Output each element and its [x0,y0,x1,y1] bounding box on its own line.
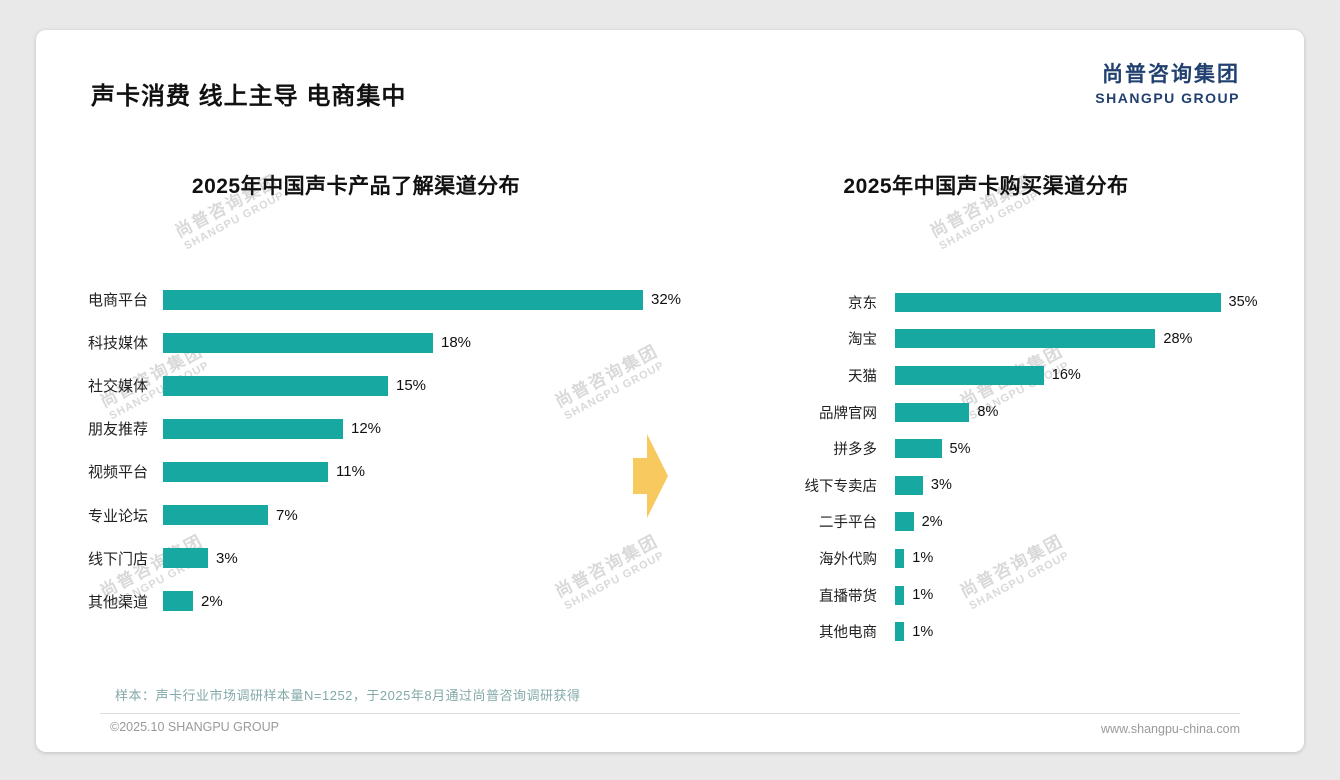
value-label: 5% [949,440,971,457]
category-label: 天猫 [848,368,877,385]
right-arrow-svg [633,434,668,518]
footer-copyright: ©2025.10 SHANGPU GROUP [110,720,279,734]
value-label: 1% [912,623,934,640]
bar-row: 天猫 16% [796,357,1258,394]
bar [163,418,343,439]
category-label: 拼多多 [833,442,878,459]
bar [895,365,1044,385]
category-label: 线下专卖店 [804,478,878,495]
bar-row: 直播带货 1% [796,577,1258,614]
value-label: 16% [1051,367,1081,384]
bar [163,548,208,569]
value-label: 2% [921,513,943,530]
value-label: 1% [912,587,934,604]
logo-text-cn: 尚普咨询集团 [1102,63,1240,86]
bar [163,289,643,310]
bar-row: 朋友推荐 12% [76,407,681,450]
value-label: 28% [1163,330,1193,347]
category-label: 视频平台 [87,464,148,482]
value-label: 11% [336,463,365,481]
bar [163,375,388,396]
chart-awareness-bars: 电商平台 32% 科技媒体 18% 社交媒体 15% 朋友推荐 12% 视频平台 11% 专业论坛 7… [76,278,681,623]
bar-row: 社交媒体 15% [76,364,681,407]
bar-row: 其他电商 1% [796,613,1258,650]
company-logo: 尚普咨询集团 SHANGPU GROUP [1095,58,1240,106]
value-label: 8% [977,404,999,421]
bar-row: 线下专卖店 3% [796,467,1258,504]
bar-row: 其他渠道 2% [76,580,681,623]
bar-row: 二手平台 2% [796,504,1258,541]
bar [163,461,328,482]
bar [163,505,268,526]
bar [895,475,923,495]
slide-card: 声卡消费 线上主导 电商集中 尚普咨询集团 SHANGPU GROUP 尚普咨询… [36,30,1304,752]
bar-row: 京东 35% [796,284,1258,321]
value-label: 12% [351,420,382,438]
value-label: 3% [930,477,952,494]
footer-divider [100,713,1240,714]
category-label: 其他渠道 [87,593,148,611]
category-label: 科技媒体 [87,335,148,353]
category-label: 社交媒体 [87,378,148,396]
bar [163,591,193,612]
value-label: 32% [651,291,682,309]
category-label: 海外代购 [819,551,877,568]
bar [895,548,905,568]
category-label: 线下门店 [87,550,148,568]
bar-row: 拼多多 5% [796,430,1258,467]
category-label: 电商平台 [87,292,148,310]
bar-row: 海外代购 1% [796,540,1258,577]
bar-row: 电商平台 32% [76,278,681,321]
footer-website: www.shangpu-china.com [1101,722,1240,736]
category-label: 朋友推荐 [87,421,148,439]
sample-note: 样本：声卡行业市场调研样本量N=1252，于2025年8月通过尚普咨询调研获得 [115,688,581,703]
bar-row: 淘宝 28% [796,321,1258,358]
bar [895,329,1156,349]
chart-title-purchase: 2025年中国声卡购买渠道分布 [843,175,1129,198]
bar [163,332,433,353]
value-label: 3% [216,549,238,567]
bar [895,512,914,532]
chart-title-awareness: 2025年中国声卡产品了解渠道分布 [191,175,521,198]
bar [895,585,905,605]
category-label: 淘宝 [848,332,877,349]
bar [895,622,905,642]
category-label: 二手平台 [819,515,877,532]
value-label: 1% [912,550,934,567]
category-label: 直播带货 [819,588,877,605]
value-label: 2% [201,592,223,610]
logo-text-en: SHANGPU GROUP [1095,90,1240,106]
chart-purchase-bars: 京东 35% 淘宝 28% 天猫 16% 品牌官网 8% 拼多多 5% 线下专卖店 3% 二手平台 2% 海… [796,284,1258,650]
page-title: 声卡消费 线上主导 电商集中 [91,83,407,110]
bar [895,439,942,459]
bar-row: 科技媒体 18% [76,321,681,364]
category-label: 京东 [848,295,877,312]
category-label: 专业论坛 [87,507,148,525]
bar-row: 品牌官网 8% [796,394,1258,431]
bar [895,402,970,422]
value-label: 35% [1228,294,1258,311]
bar-row: 专业论坛 7% [76,493,681,536]
bar-row: 视频平台 11% [76,450,681,493]
value-label: 18% [441,334,472,352]
bar [895,292,1221,312]
value-label: 7% [276,506,298,524]
category-label: 品牌官网 [819,405,877,422]
right-arrow-icon [633,428,669,524]
bar-row: 线下门店 3% [76,537,681,580]
value-label: 15% [396,377,427,395]
category-label: 其他电商 [819,625,877,642]
